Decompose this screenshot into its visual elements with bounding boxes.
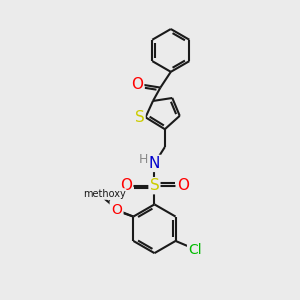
Text: O: O bbox=[112, 203, 122, 217]
Text: Cl: Cl bbox=[188, 243, 202, 256]
Text: S: S bbox=[150, 178, 159, 193]
Text: O: O bbox=[177, 178, 189, 193]
Text: O: O bbox=[120, 178, 132, 193]
Text: O: O bbox=[131, 76, 143, 92]
Text: S: S bbox=[135, 110, 145, 125]
Text: methoxy: methoxy bbox=[83, 189, 126, 199]
Text: methoxy: methoxy bbox=[103, 193, 110, 195]
Text: H: H bbox=[139, 153, 148, 166]
Text: O: O bbox=[111, 201, 122, 215]
Text: N: N bbox=[149, 156, 160, 171]
